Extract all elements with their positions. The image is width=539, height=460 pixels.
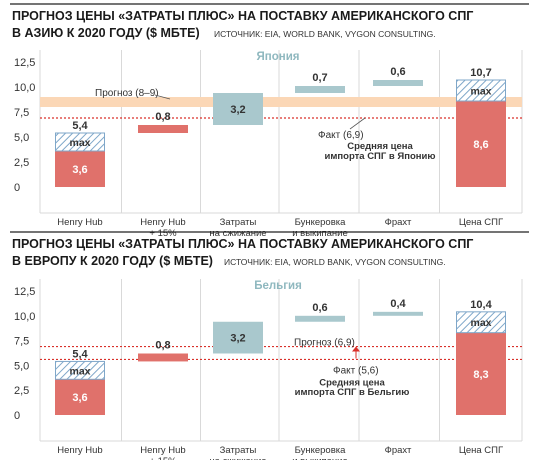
chart1-category-label: Henry Hub: [57, 217, 102, 228]
chart1-avg-line2: импорта СПГ в Японию: [325, 151, 436, 162]
chart2-category-label: Бункеровка: [295, 445, 347, 456]
chart1-max-range: [55, 132, 105, 152]
chart2-category-label: Фрахт: [385, 445, 412, 456]
chart1-y-tick: 5,0: [14, 132, 29, 144]
chart1-plot: 0 2,5 5,0 7,5 10,0 12,5 Япония max 5,4 3,6 Henry H…: [14, 50, 523, 239]
chart2-fact-label: Факт (5,6): [333, 365, 379, 376]
chart1-inner-label: 3,6: [72, 164, 87, 176]
chart2-y-tick: 12,5: [14, 286, 35, 298]
chart2-bar: [456, 332, 506, 415]
chart2-category-label: Henry Hub: [140, 445, 185, 456]
chart2-category-label: Henry Hub: [57, 445, 102, 456]
chart2-y-tick: 0: [14, 410, 20, 422]
chart2-y-tick: 7,5: [14, 336, 29, 348]
chart2-y-tick: 5,0: [14, 360, 29, 372]
chart1-category-label: и выкипание: [292, 228, 348, 239]
chart2-max-label: max: [470, 317, 491, 329]
chart2-value-label: 5,4: [72, 348, 88, 360]
chart1-value-label: 10,7: [470, 67, 491, 79]
chart2-inner-label: 8,3: [473, 369, 488, 381]
up-arrow-icon: [352, 346, 360, 352]
chart2-region-label: Бельгия: [254, 280, 302, 292]
chart2-title: ПРОГНОЗ ЦЕНЫ «ЗАТРАТЫ ПЛЮС» НА ПОСТАВКУ …: [12, 237, 473, 251]
chart1-bar: [373, 80, 423, 86]
chart2-category-label: Цена СПГ: [459, 445, 503, 456]
chart1-forecast-label: Прогноз (8–9): [95, 88, 159, 99]
chart2-source: ИСТОЧНИК: EIA, WORLD BANK, VYGON CONSULT…: [224, 257, 446, 267]
chart1-source: ИСТОЧНИК: EIA, WORLD BANK, VYGON CONSULT…: [214, 29, 436, 39]
chart1-title: ПРОГНОЗ ЦЕНЫ «ЗАТРАТЫ ПЛЮС» НА ПОСТАВКУ …: [12, 9, 473, 23]
chart2-category-label: Затраты: [220, 445, 257, 456]
chart1-fact-label: Факт (6,9): [318, 130, 364, 141]
chart2-bar: [295, 315, 345, 322]
chart2-avg-line1: Средняя цена: [319, 377, 385, 388]
chart1-y-tick: 12,5: [14, 57, 35, 69]
chart1-category-label: Henry Hub: [140, 217, 185, 228]
chart2-y-tick: 10,0: [14, 311, 35, 323]
chart2-avg-line2: импорта СПГ в Бельгию: [295, 387, 410, 398]
chart1-value-label: 5,4: [72, 120, 88, 132]
chart1-value-label: 0,6: [390, 66, 405, 78]
chart2-value-label: 0,8: [155, 339, 170, 351]
chart1-value-label: 3,2: [230, 104, 245, 116]
chart2-y-tick: 2,5: [14, 385, 29, 397]
chart1-max-label: max: [69, 137, 90, 149]
chart2-category-label: и выкипание: [292, 456, 348, 460]
chart1-max-label: max: [470, 86, 491, 98]
chart1-bar: [456, 101, 506, 187]
chart1-category-label: Бункеровка: [295, 217, 347, 228]
chart2-value-label: 0,4: [390, 298, 406, 310]
chart1-y-tick: 2,5: [14, 157, 29, 169]
chart1-category-label: + 15%: [149, 228, 177, 239]
chart1-category-label: Фрахт: [385, 217, 412, 228]
chart2-category-label: на сжижание: [209, 456, 266, 460]
chart1-bar: [295, 86, 345, 93]
chart1-category-label: Затраты: [220, 217, 257, 228]
chart1-bar: [213, 93, 263, 125]
chart1-forecast-band: [40, 97, 522, 107]
chart2-plot: 0 2,5 5,0 7,5 10,0 12,5 Бельгия max 5,4 3,6 Henry …: [14, 279, 523, 460]
chart1-y-tick: 7,5: [14, 107, 29, 119]
chart1-category-label: на сжижание: [209, 228, 266, 239]
chart1-value-label: 0,7: [312, 72, 327, 84]
chart2-bar: [373, 311, 423, 316]
chart2-category-label: + 15%: [149, 456, 177, 460]
chart2-bar: [138, 353, 188, 362]
chart2-bar: [55, 379, 105, 415]
chart1-forecast-leader: [154, 94, 171, 100]
chart1-avg-line1: Средняя цена: [347, 141, 413, 152]
chart1-title-line2: В АЗИЮ К 2020 ГОДУ ($ МБТЕ): [12, 26, 200, 40]
chart2-max-range: [456, 311, 506, 334]
chart2-value-label: 10,4: [470, 299, 492, 311]
chart2-max-label: max: [69, 365, 90, 377]
chart1-y-tick: 0: [14, 182, 20, 194]
chart1-fact-leader: [349, 117, 366, 130]
chart1-max-range: [456, 79, 506, 102]
chart1-bar: [55, 151, 105, 187]
chart2-value-label: 3,2: [230, 333, 245, 345]
chart1-value-label: 0,8: [155, 111, 170, 123]
chart1-bar: [138, 125, 188, 133]
chart2-value-label: 0,6: [312, 302, 327, 314]
chart1-region-label: Япония: [257, 51, 300, 63]
chart1-category-label: Цена СПГ: [459, 217, 503, 228]
chart2-title-line2: В ЕВРОПУ К 2020 ГОДУ ($ МБТЕ): [12, 254, 213, 268]
chart2-forecast-label: Прогноз (6,9): [294, 338, 355, 349]
chart1-y-tick: 10,0: [14, 82, 35, 94]
chart2-inner-label: 3,6: [72, 392, 87, 404]
chart2-bar: [213, 321, 263, 354]
chart1-inner-label: 8,6: [473, 139, 488, 151]
chart2-max-range: [55, 360, 105, 380]
